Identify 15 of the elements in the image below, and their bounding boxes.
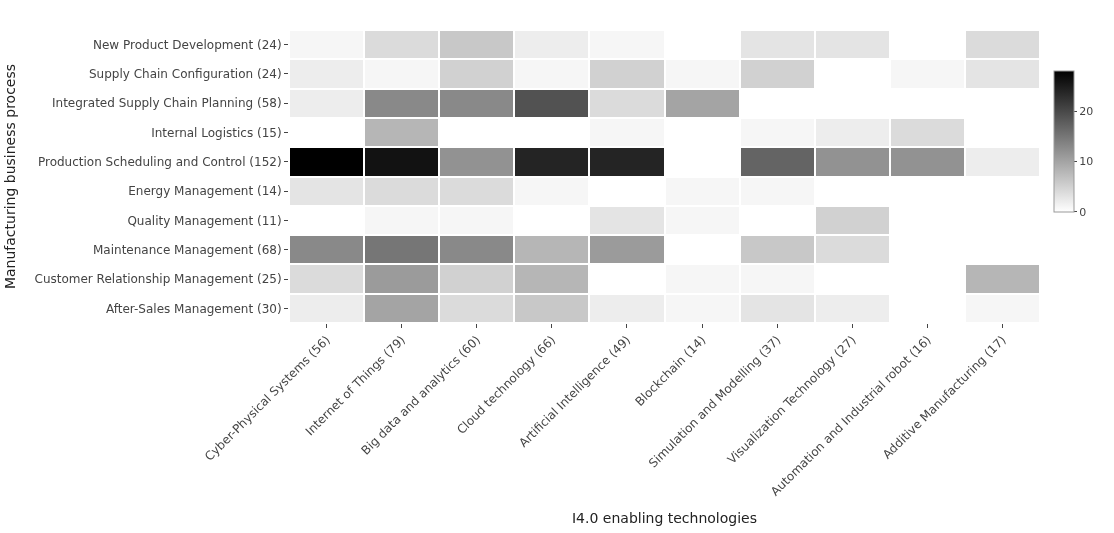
y-tick-label: New Product Development (24): [92, 37, 282, 52]
color-bar-label: 10: [1079, 155, 1094, 169]
x-axis-title: I4.0 enabling technologies: [571, 509, 758, 526]
y-tick-label: Quality Management (11): [127, 213, 282, 228]
y-tick-label: Integrated Supply Chain Planning (58): [52, 96, 282, 111]
y-tick-label: Supply Chain Configuration (24): [88, 67, 282, 82]
y-axis-title: Manufacturing business process: [2, 63, 19, 290]
color-bar-label: 20: [1079, 104, 1094, 118]
y-tick-label: After-Sales Management (30): [105, 301, 282, 316]
y-tick-label: Energy Management (14): [128, 184, 282, 199]
y-tick-label: Internal Logistics (15): [151, 125, 282, 140]
y-tick-label: Maintenance Management (68): [93, 242, 282, 257]
color-bar-label: 0: [1079, 205, 1087, 219]
y-tick-label: Customer Relationship Management (25): [34, 272, 282, 287]
y-tick-label: Production Scheduling and Control (152): [37, 155, 282, 170]
